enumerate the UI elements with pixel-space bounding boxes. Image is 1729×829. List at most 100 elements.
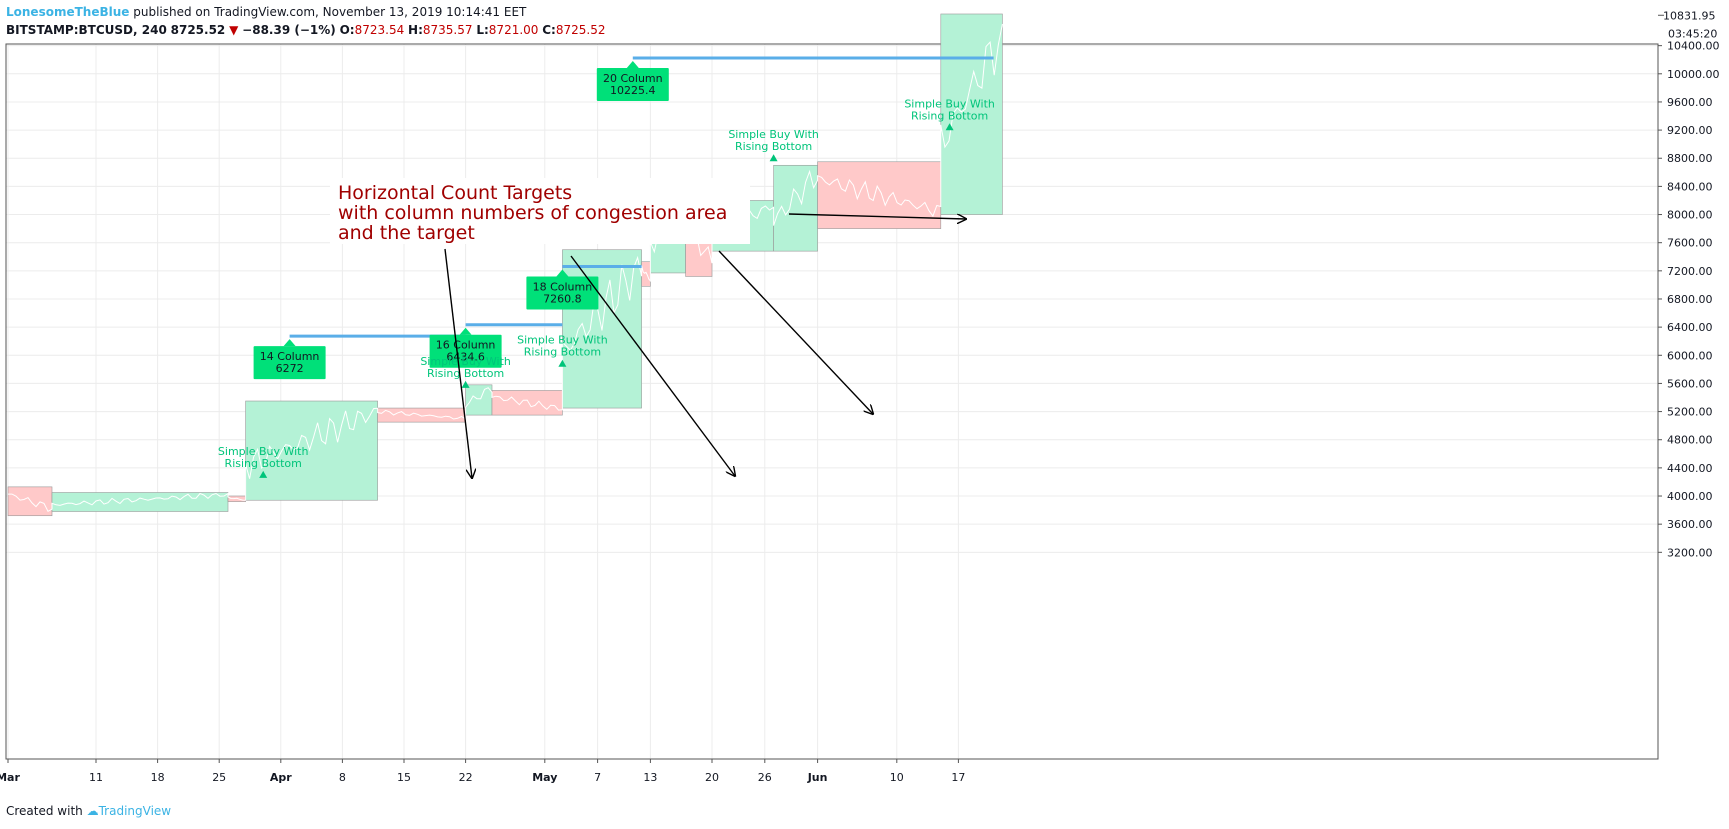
column-block-5	[465, 384, 493, 416]
symbol-label: BITSTAMP:BTCUSD, 240	[6, 23, 167, 37]
x-tick-label-10: 13	[643, 771, 657, 784]
target-value-2: 7260.8	[543, 293, 582, 306]
target-box-2	[526, 276, 599, 310]
annotation-arrow-2	[570, 255, 735, 476]
x-tick-label-8: May	[532, 771, 557, 784]
x-tick-label-6: 15	[397, 771, 411, 784]
low-value: 8721.00	[488, 23, 539, 37]
column-block-0	[7, 486, 53, 517]
signal-line1-5: Simple Buy With	[904, 97, 995, 110]
annotation-arrow-1	[444, 248, 472, 478]
signal-line2-4: Rising Bottom	[735, 140, 812, 153]
column-block-14	[940, 13, 1003, 215]
x-tick-label-2: 18	[151, 771, 165, 784]
x-tick-label-1: 11	[89, 771, 103, 784]
countdown-label: 03:45:20	[1668, 27, 1717, 40]
last-price: 8725.52	[170, 23, 226, 37]
target-pointer-icon	[459, 327, 472, 335]
signal-line2-1: Rising Bottom	[427, 367, 504, 380]
target-box-1	[429, 334, 502, 368]
author-link[interactable]: LonesomeTheBlue	[6, 5, 130, 19]
column-block-4	[377, 407, 466, 423]
price-line	[8, 23, 1003, 512]
signal-line1-0: Simple Buy With	[218, 445, 309, 458]
last-price-tag: 10831.95 03:45:20	[1663, 9, 1717, 40]
x-tick-label-14: 10	[890, 771, 904, 784]
publish-info: published on TradingView.com, November 1…	[133, 5, 527, 19]
chart-footer: Created with ☁TradingView	[6, 803, 171, 819]
y-tick-label-6: 9200.00	[1667, 124, 1713, 137]
column-block-8	[641, 261, 651, 287]
tradingview-link[interactable]: TradingView	[98, 804, 172, 818]
y-tick-label-16: 5200.00	[1667, 406, 1713, 419]
x-tick-label-7: 22	[459, 771, 473, 784]
x-tick-label-15: 17	[951, 771, 965, 784]
annotation-arrow-4	[788, 213, 966, 219]
y-tick-label-19: 4000.00	[1667, 490, 1713, 503]
x-tick-label-12: 26	[758, 771, 772, 784]
x-tick-label-5: 8	[339, 771, 346, 784]
x-tick-label-9: 7	[594, 771, 601, 784]
open-value: 8723.54	[354, 23, 405, 37]
created-with-label: Created with	[6, 804, 83, 818]
y-tick-label-11: 7200.00	[1667, 265, 1713, 278]
y-tick-label-14: 6000.00	[1667, 349, 1713, 362]
target-value-0: 6272	[276, 362, 304, 375]
target-label-0: 14 Column	[260, 350, 320, 363]
buy-signal-triangle-icon	[945, 123, 954, 131]
y-tick-label-5: 9600.00	[1667, 96, 1713, 109]
chart-header: LonesomeTheBlue published on TradingView…	[6, 4, 605, 40]
high-value: 8735.57	[422, 23, 473, 37]
column-block-3	[245, 400, 378, 501]
annotation-line-3: and the target	[338, 222, 475, 244]
time-axis[interactable]: Mar 11 18 25 Apr 8 15 22 May 7 13 20 26 Jun 10 17	[0, 758, 1658, 784]
y-tick-label-13: 6400.00	[1667, 321, 1713, 334]
tradingview-logo-icon: ☁	[86, 804, 99, 818]
high-label: H:	[408, 23, 423, 37]
target-value-1: 6434.6	[446, 351, 485, 364]
annotation-line-1: Horizontal Count Targets	[338, 182, 572, 204]
target-pointer-icon	[283, 339, 296, 347]
publish-line: LonesomeTheBlue published on TradingView…	[6, 4, 605, 22]
x-tick-label-13: Jun	[807, 771, 828, 784]
y-tick-label-3: 10400.00	[1667, 40, 1720, 53]
column-block-13	[817, 161, 942, 229]
signal-line2-0: Rising Bottom	[225, 457, 302, 470]
y-tick-label-9: 8000.00	[1667, 209, 1713, 222]
annotation-background	[330, 178, 750, 244]
signal-line1-4: Simple Buy With	[728, 128, 819, 141]
close-value: 8725.52	[555, 23, 606, 37]
last-price-label: 10831.95	[1663, 9, 1716, 22]
x-tick-label-0: Mar	[0, 771, 20, 784]
y-tick-label-8: 8400.00	[1667, 180, 1713, 193]
close-label: C:	[542, 23, 556, 37]
x-tick-label-11: 20	[705, 771, 719, 784]
target-box-0	[253, 346, 326, 380]
x-tick-label-4: Apr	[270, 771, 292, 784]
signal-line2-5: Rising Bottom	[911, 109, 988, 122]
x-tick-label-3: 25	[212, 771, 226, 784]
signal-line1-2: Simple Buy With	[517, 334, 608, 347]
signal-line2-2: Rising Bottom	[524, 346, 601, 359]
target-label-1: 16 Column	[436, 339, 496, 352]
chart-grid	[6, 44, 1658, 759]
symbol-line: BITSTAMP:BTCUSD, 240 8725.52 ▼ −88.39 (−…	[6, 22, 605, 40]
down-arrow-icon: ▼	[229, 23, 239, 37]
target-pointer-icon	[556, 269, 569, 277]
target-value-3: 10225.4	[610, 84, 656, 97]
price-axis[interactable]: 12000.0011600.0011200.0010400.0010000.00…	[1657, 0, 1720, 759]
target-pointer-icon	[626, 60, 639, 68]
buy-signal-triangle-icon	[558, 359, 567, 367]
y-tick-label-12: 6800.00	[1667, 293, 1713, 306]
y-tick-label-4: 10000.00	[1667, 68, 1720, 81]
buy-signal-triangle-icon	[259, 470, 268, 478]
annotation-line-2: with column numbers of congestion area	[338, 202, 727, 224]
price-change: −88.39 (−1%)	[242, 23, 336, 37]
y-tick-label-18: 4400.00	[1667, 462, 1713, 475]
y-tick-label-17: 4800.00	[1667, 434, 1713, 447]
y-tick-label-10: 7600.00	[1667, 237, 1713, 250]
buy-signal-triangle-icon	[769, 154, 778, 162]
low-label: L:	[476, 23, 489, 37]
